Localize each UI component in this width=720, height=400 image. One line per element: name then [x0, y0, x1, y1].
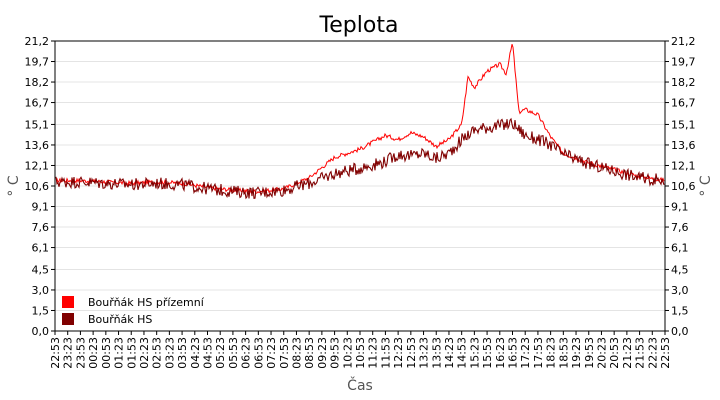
y-tick-label: 1,5	[671, 304, 689, 317]
y-tick-label: 9,1	[32, 201, 50, 214]
y-tick-label: 12,1	[25, 159, 50, 172]
x-tick-label: 10:53	[354, 337, 367, 369]
x-tick-label: 23:23	[62, 337, 75, 369]
y-tick-label: 6,1	[671, 242, 689, 255]
x-tick-label: 22:23	[646, 337, 659, 369]
x-tick-label: 18:53	[557, 337, 570, 369]
series-layer	[55, 44, 665, 200]
x-tick-label: 17:53	[532, 337, 545, 369]
y-tick-label: 15,1	[25, 118, 50, 131]
y-tick-label: 21,2	[25, 35, 50, 48]
y-axis-left: 0,0 1,5 3,0 4,5 6,1 7,6 9,1 10,6 12,1 13,6 15,1 16,…	[25, 35, 55, 338]
x-tick-label: 06:53	[252, 337, 265, 369]
y-tick-label: 19,7	[671, 56, 696, 69]
legend-swatch-series-1	[62, 296, 74, 308]
y-tick-label: 3,0	[32, 284, 50, 297]
x-tick-label: 02:53	[151, 337, 164, 369]
y-tick-label: 1,5	[32, 304, 50, 317]
y-tick-label: 18,2	[671, 76, 696, 89]
y-tick-label: 21,2	[671, 35, 696, 48]
x-tick-label: 22:53	[49, 337, 62, 369]
x-tick-label: 05:53	[227, 337, 240, 369]
x-tick-label: 19:23	[570, 337, 583, 369]
y-tick-label: 18,2	[25, 76, 50, 89]
x-tick-label: 07:23	[265, 337, 278, 369]
x-tick-label: 02:23	[138, 337, 151, 369]
x-tick-label: 12:53	[405, 337, 418, 369]
y-tick-label: 6,1	[32, 242, 50, 255]
x-tick-label: 20:23	[595, 337, 608, 369]
y-tick-label: 9,1	[671, 201, 689, 214]
x-tick-label: 16:53	[507, 337, 520, 369]
y-tick-label: 0,0	[671, 325, 689, 338]
x-tick-label: 13:53	[430, 337, 443, 369]
x-tick-label: 21:53	[634, 337, 647, 369]
x-axis-title: Čas	[347, 376, 373, 394]
x-tick-label: 14:23	[443, 337, 456, 369]
y-tick-label: 7,6	[32, 221, 50, 234]
legend-label-series-1: Bouřňák HS přízemní	[88, 296, 205, 309]
y-tick-label: 10,6	[671, 180, 696, 193]
x-tick-label: 04:23	[189, 337, 202, 369]
x-tick-label: 23:53	[74, 337, 87, 369]
x-tick-label: 11:53	[379, 337, 392, 369]
y-tick-label: 19,7	[25, 56, 50, 69]
x-tick-label: 04:53	[202, 337, 215, 369]
x-tick-label: 08:53	[303, 337, 316, 369]
y-tick-label: 7,6	[671, 221, 689, 234]
y-tick-label: 16,7	[671, 97, 696, 110]
x-tick-label: 19:53	[583, 337, 596, 369]
x-tick-label: 11:23	[367, 337, 380, 369]
y-tick-label: 0,0	[32, 325, 50, 338]
x-tick-label: 15:23	[468, 337, 481, 369]
x-tick-label: 20:53	[608, 337, 621, 369]
y-tick-label: 13,6	[25, 139, 50, 152]
legend: Bouřňák HS přízemní Bouřňák HS	[62, 296, 205, 326]
legend-label-series-2: Bouřňák HS	[88, 313, 152, 326]
chart-title: Teplota	[319, 13, 399, 38]
x-tick-label: 05:23	[214, 337, 227, 369]
x-tick-label: 09:53	[329, 337, 342, 369]
x-axis: 22:53 23:23 23:53 00:23 00:53 01:23 01:53 02:23…	[49, 331, 672, 369]
x-tick-label: 17:23	[519, 337, 532, 369]
x-tick-label: 12:23	[392, 337, 405, 369]
y-tick-label: 4,5	[671, 263, 689, 276]
x-tick-label: 09:23	[316, 337, 329, 369]
x-tick-label: 00:23	[87, 337, 100, 369]
x-tick-label: 06:23	[240, 337, 253, 369]
x-tick-label: 03:23	[163, 337, 176, 369]
x-tick-label: 03:53	[176, 337, 189, 369]
y-axis-title-left: ° C	[6, 175, 22, 196]
x-tick-label: 16:23	[494, 337, 507, 369]
y-tick-label: 13,6	[671, 139, 696, 152]
grid	[55, 61, 665, 311]
x-tick-label: 18:23	[545, 337, 558, 369]
x-tick-label: 00:53	[100, 337, 113, 369]
y-axis-right: 0,0 1,5 3,0 4,5 6,1 7,6 9,1 10,6 12,1 13,6 15,1 16,…	[665, 35, 696, 338]
x-tick-label: 21:23	[621, 337, 634, 369]
x-tick-label: 13:23	[418, 337, 431, 369]
x-tick-label: 08:23	[290, 337, 303, 369]
y-tick-label: 4,5	[32, 263, 50, 276]
x-tick-label: 15:53	[481, 337, 494, 369]
y-tick-label: 12,1	[671, 159, 696, 172]
y-tick-label: 15,1	[671, 118, 696, 131]
x-tick-label: 01:23	[113, 337, 126, 369]
legend-swatch-series-2	[62, 313, 74, 325]
x-tick-label: 10:23	[341, 337, 354, 369]
y-tick-label: 10,6	[25, 180, 50, 193]
y-tick-label: 3,0	[671, 284, 689, 297]
x-tick-label: 14:53	[456, 337, 469, 369]
series-line-2	[55, 117, 665, 200]
x-tick-label: 01:53	[125, 337, 138, 369]
x-tick-label: 07:53	[278, 337, 291, 369]
x-tick-label: 22:53	[659, 337, 672, 369]
y-tick-label: 16,7	[25, 97, 50, 110]
y-axis-title-right: ° C	[698, 175, 714, 196]
